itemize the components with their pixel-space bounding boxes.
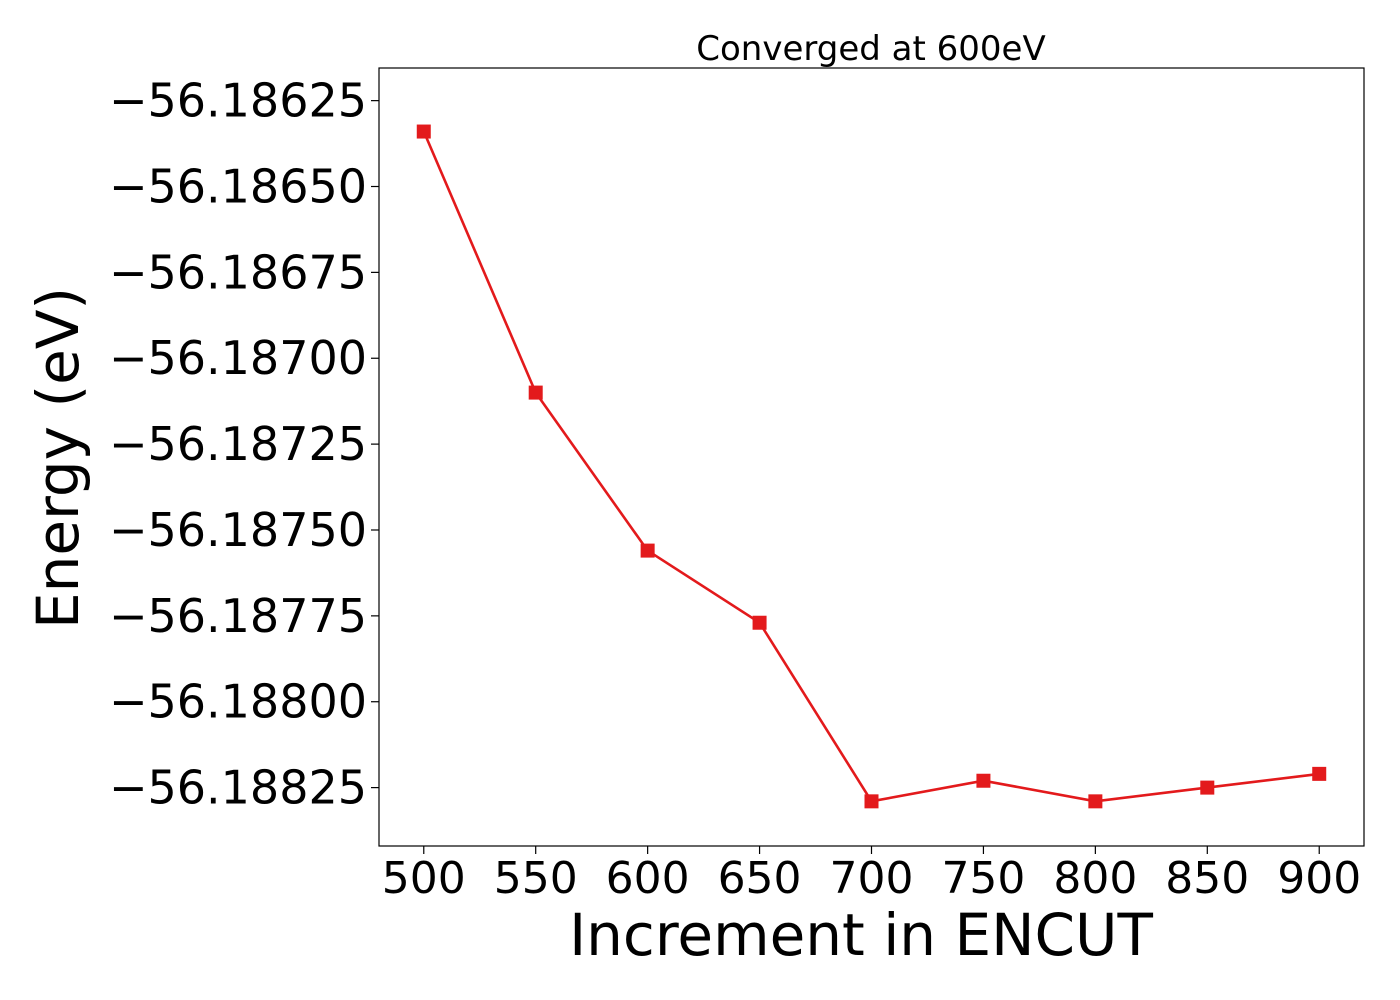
y-tick-label: −56.18750 (109, 503, 367, 557)
x-tick-label: 900 (1277, 853, 1361, 904)
y-tick-label: −56.18625 (109, 74, 367, 128)
x-tick-label: 700 (830, 853, 914, 904)
x-tick-label: 550 (494, 853, 578, 904)
data-point-marker (1200, 780, 1215, 795)
plot-area (416, 124, 1327, 809)
y-tick-label: −56.18775 (109, 589, 367, 643)
data-point-marker (528, 385, 543, 400)
y-tick-label: −56.18675 (109, 245, 367, 299)
data-point-marker (640, 543, 655, 558)
data-point-marker (752, 615, 767, 630)
plot-frame (378, 67, 1365, 847)
y-axis-label: Energy (eV) (24, 287, 92, 629)
data-point-marker (976, 773, 991, 788)
y-tick-label: −56.18800 (109, 675, 367, 729)
x-axis-label: Increment in ENCUT (569, 901, 1153, 969)
series-line (422, 130, 1320, 803)
data-point-marker (1312, 766, 1327, 781)
x-tick-label: 600 (606, 853, 690, 904)
y-tick-label: −56.18700 (109, 331, 367, 385)
y-tick-label: −56.18650 (109, 160, 367, 214)
x-tick-label: 750 (941, 853, 1025, 904)
chart-title: Converged at 600eV (696, 29, 1045, 69)
x-tick-label: 650 (718, 853, 802, 904)
x-tick-label: 500 (382, 853, 466, 904)
y-tick-label: −56.18725 (109, 417, 367, 471)
x-axis: 500 550 600 650 700 750 800 850 900 (382, 846, 1361, 904)
y-tick-label: −56.18825 (109, 761, 367, 815)
x-tick-label: 800 (1053, 853, 1137, 904)
x-tick-label: 850 (1165, 853, 1249, 904)
data-point-marker (864, 794, 879, 809)
data-point-marker (416, 124, 431, 139)
y-axis: −56.18625 −56.18650 −56.18675 −56.18700 −56.… (109, 74, 379, 815)
data-point-marker (1088, 794, 1103, 809)
